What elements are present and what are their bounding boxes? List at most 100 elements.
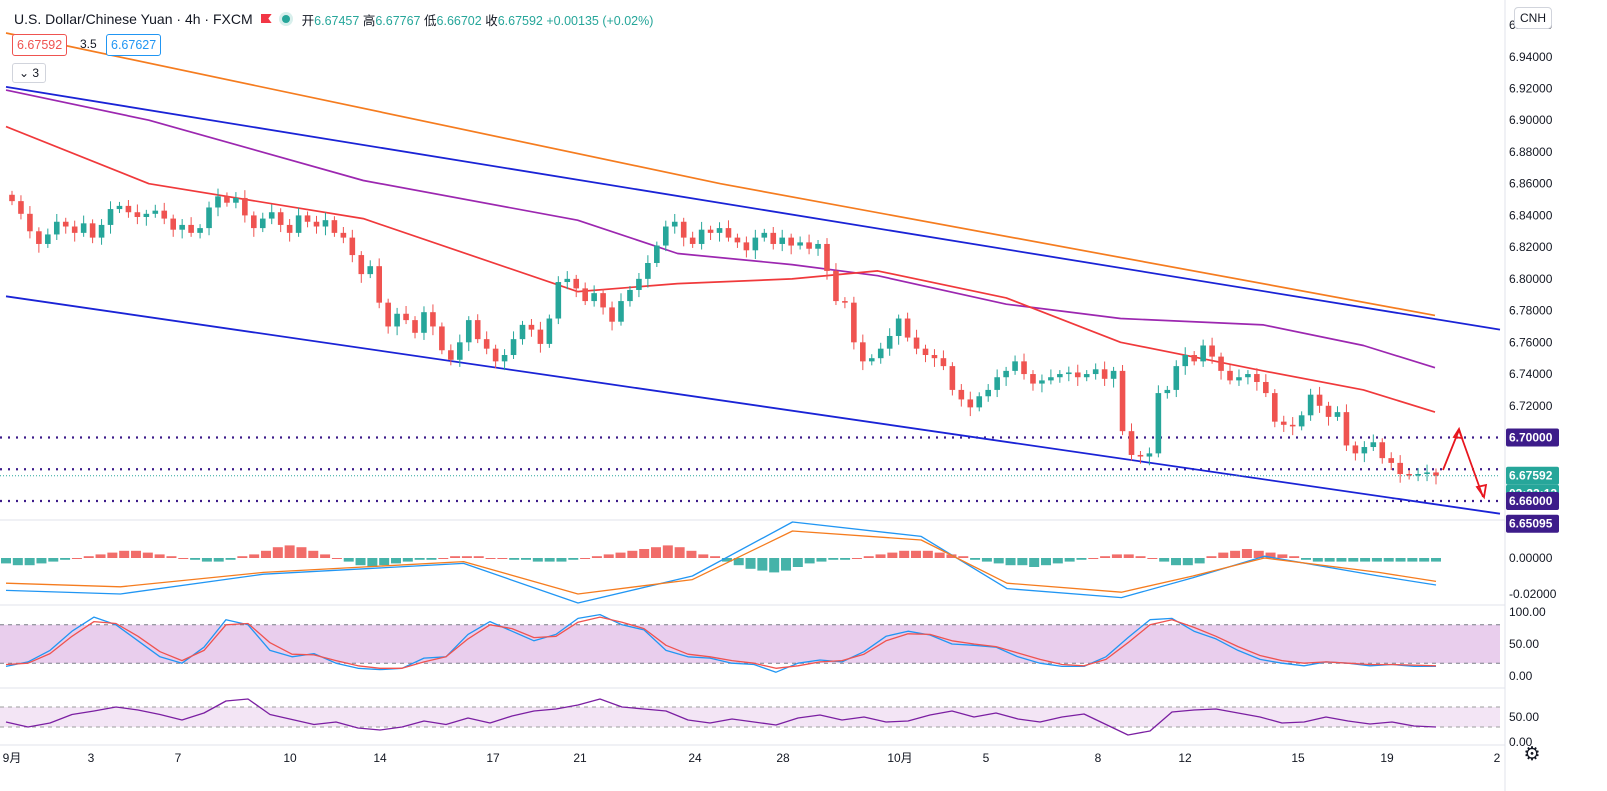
- macd-histogram-bar: [213, 558, 224, 562]
- candle-body: [349, 237, 356, 256]
- buy-price-button[interactable]: 6.67627: [106, 34, 162, 56]
- candle-body: [1191, 355, 1197, 362]
- candle-body: [1083, 374, 1090, 378]
- close-label: 收: [485, 13, 498, 28]
- macd-histogram-bar: [367, 558, 378, 567]
- candle-body: [868, 358, 875, 362]
- macd-histogram-bar: [639, 549, 650, 558]
- macd-histogram-bar: [12, 558, 23, 566]
- candle-body: [842, 301, 848, 303]
- symbol-title[interactable]: U.S. Dollar/Chinese Yuan · 4h · FXCM: [14, 11, 253, 27]
- macd-histogram-bar: [119, 550, 130, 558]
- candle-body: [1433, 472, 1439, 476]
- candle-body: [295, 215, 302, 233]
- price-axis-tick: 6.80000: [1509, 272, 1553, 286]
- candle-body: [125, 205, 132, 213]
- price-axis-tick: 6.72000: [1509, 399, 1553, 413]
- candle-body: [1424, 472, 1430, 474]
- candle-body: [510, 339, 517, 356]
- macd-histogram-bar: [379, 558, 390, 566]
- candle-body: [1119, 370, 1126, 432]
- candle-body: [1388, 458, 1395, 463]
- candle-body: [1048, 377, 1054, 381]
- candle-body: [1021, 361, 1027, 375]
- macd-histogram-bar: [532, 558, 543, 562]
- high-label: 高: [362, 13, 376, 28]
- candle-body: [456, 342, 463, 360]
- sell-price-button[interactable]: 6.67592: [12, 34, 68, 56]
- open-value: 6.67457: [314, 13, 360, 28]
- macd-histogram-bar: [261, 550, 271, 558]
- macd-histogram-bar: [769, 558, 780, 573]
- candle-body: [161, 210, 168, 219]
- price-axis-tick: 6.92000: [1509, 81, 1553, 95]
- macd-histogram-bar: [249, 554, 260, 558]
- arrow-head-icon: [1452, 426, 1464, 440]
- macd-histogram-bar: [1312, 558, 1323, 562]
- macd-histogram-bar: [131, 550, 141, 558]
- macd-histogram-bar: [698, 554, 709, 558]
- macd-histogram-bar: [1135, 556, 1146, 558]
- candle-body: [788, 237, 794, 246]
- macd-histogram-bar: [958, 556, 969, 558]
- candle-body: [573, 278, 580, 289]
- market-status-icon: [281, 15, 290, 23]
- macd-histogram-bar: [320, 554, 331, 558]
- low-value: 6.66702: [436, 13, 482, 28]
- macd-histogram-bar: [284, 545, 295, 558]
- macd-histogram-bar: [981, 558, 992, 562]
- macd-histogram-bar: [840, 558, 851, 560]
- macd-histogram-bar: [142, 552, 153, 558]
- candle-body: [779, 237, 786, 244]
- macd-histogram-bar: [1194, 558, 1205, 564]
- candle-body: [501, 355, 508, 362]
- candle-body: [1110, 370, 1117, 379]
- candle-body: [304, 215, 311, 222]
- time-axis-tick: 10月: [887, 751, 912, 765]
- candle-body: [1263, 381, 1269, 394]
- indicators-collapse-button[interactable]: ⌄ 3: [12, 63, 47, 83]
- price-axis-tick: 6.88000: [1509, 145, 1553, 159]
- candle-body: [89, 223, 96, 238]
- macd-histogram-bar: [934, 552, 945, 558]
- macd-histogram-bar: [1206, 556, 1217, 558]
- candle-body: [474, 320, 481, 340]
- candle-body: [1307, 394, 1314, 416]
- price-axis-tick: 6.90000: [1509, 113, 1553, 127]
- price-tag-upper-level-bg: [1506, 428, 1559, 447]
- candle-body: [134, 212, 141, 217]
- macd-histogram-bar: [1419, 558, 1430, 562]
- macd-histogram-bar: [1360, 558, 1371, 562]
- candle-body: [421, 312, 427, 333]
- macd-histogram-bar: [1407, 558, 1418, 562]
- candle-body: [206, 207, 212, 229]
- candle-body: [1164, 389, 1171, 394]
- candle-body: [1155, 393, 1162, 454]
- time-axis-tick: 28: [776, 751, 790, 765]
- candle-body: [1298, 415, 1305, 427]
- macd-histogram-bar: [544, 558, 555, 562]
- macd-histogram-bar: [686, 550, 697, 558]
- candle-body: [394, 313, 400, 327]
- gear-icon[interactable]: ⚙: [1523, 744, 1541, 765]
- macd-line: [5, 521, 1437, 604]
- stochastic-axis-tick: 0.00: [1509, 669, 1533, 683]
- macd-histogram-bar: [24, 558, 35, 566]
- time-axis-tick: 8: [1095, 751, 1102, 765]
- candle-body: [412, 320, 418, 333]
- time-axis-tick: 10: [283, 751, 297, 765]
- candle-body: [1128, 431, 1135, 455]
- macd-histogram-bar: [1301, 558, 1311, 560]
- candle-body: [1012, 361, 1018, 371]
- candle-body: [895, 318, 902, 336]
- candle-body: [98, 224, 105, 238]
- candle-body: [188, 224, 194, 233]
- macd-histogram-bar: [851, 558, 862, 559]
- macd-histogram-bar: [1076, 558, 1087, 560]
- macd-histogram-bar: [1289, 556, 1300, 558]
- macd-histogram-bar: [1182, 558, 1193, 566]
- currency-badge[interactable]: CNH: [1514, 7, 1552, 29]
- price-axis-tick: 6.76000: [1509, 335, 1553, 349]
- flag-icon[interactable]: [261, 14, 272, 24]
